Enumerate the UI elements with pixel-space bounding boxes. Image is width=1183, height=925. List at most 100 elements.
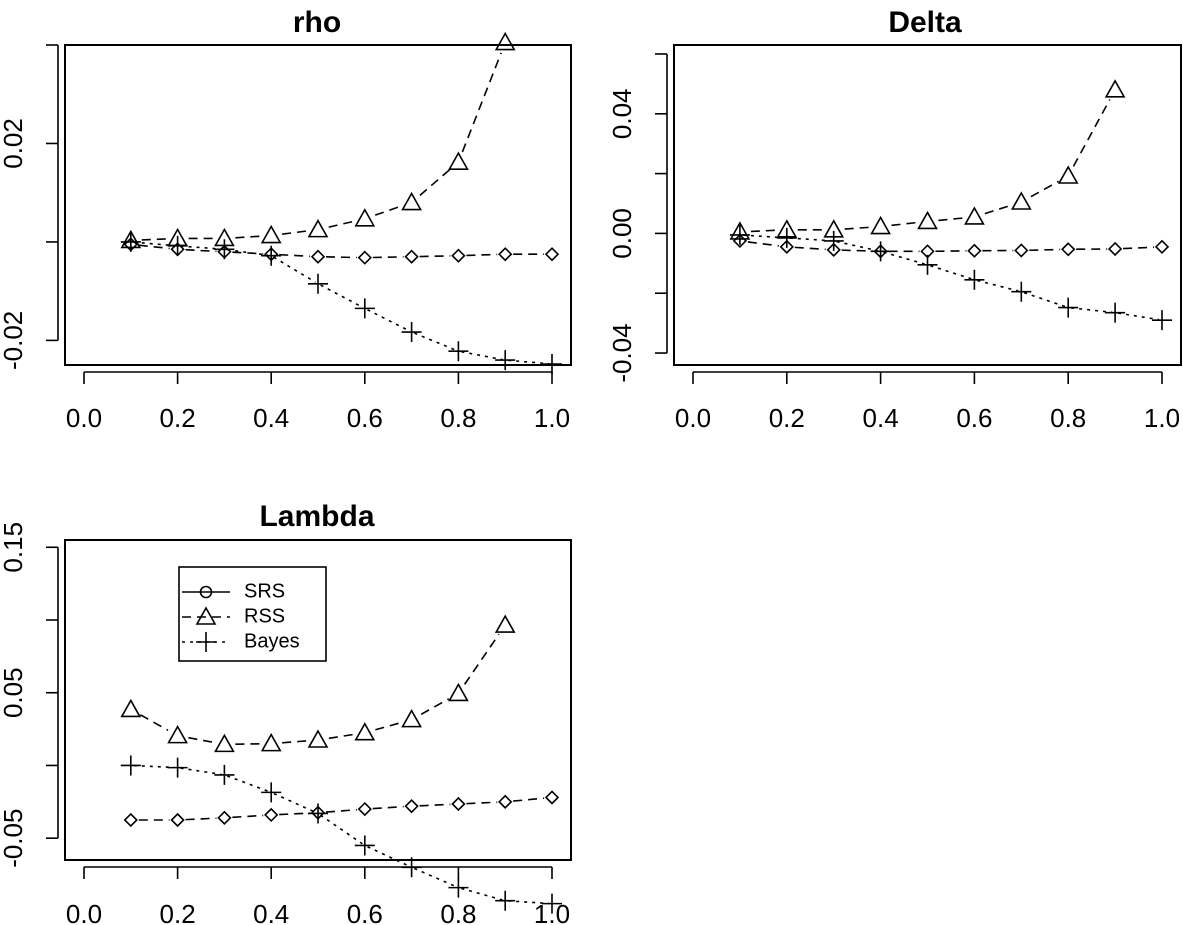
series-line-segment xyxy=(226,775,269,793)
data-point-plus xyxy=(354,298,375,319)
data-point-diamond xyxy=(498,247,513,262)
data-point-plus xyxy=(308,273,328,294)
data-point-diamond xyxy=(498,794,513,809)
data-point-diamond xyxy=(170,812,185,828)
data-point-plus xyxy=(917,254,938,275)
data-point-plus xyxy=(1058,297,1079,318)
data-point-triangle xyxy=(354,722,376,741)
series-line-segment xyxy=(977,279,1019,292)
series-line-segment xyxy=(938,217,964,222)
legend: SRS RSS Bayes xyxy=(178,566,327,662)
data-point-diamond xyxy=(357,250,372,265)
series-line-segment xyxy=(1030,180,1059,198)
data-point-triangle xyxy=(1057,165,1079,184)
data-point-plus xyxy=(196,632,216,652)
data-point-triangle xyxy=(214,733,235,753)
series-line-segment xyxy=(508,359,550,365)
y-tick-label: -0.05 xyxy=(0,809,28,868)
series-line-segment xyxy=(138,244,170,250)
series-line-segment xyxy=(279,253,311,258)
chart-title: Delta xyxy=(888,6,962,39)
series-line-segment xyxy=(794,246,826,251)
series-line-segment xyxy=(325,808,357,813)
series-line-segment xyxy=(375,721,402,731)
data-point-plus xyxy=(495,350,516,371)
series-line-segment xyxy=(461,52,502,153)
series-line-segment xyxy=(141,238,167,241)
data-point-plus xyxy=(167,757,188,778)
series-line-segment xyxy=(984,204,1012,215)
data-point-diamond xyxy=(826,242,841,257)
series-srs xyxy=(123,237,560,265)
series-line-segment xyxy=(235,235,261,239)
y-tick-label: 0.02 xyxy=(0,118,28,169)
series-line-segment xyxy=(466,253,498,257)
data-point-plus xyxy=(1105,302,1126,323)
series-line-segment xyxy=(461,350,503,361)
data-point-plus xyxy=(401,322,422,343)
series-line-segment xyxy=(750,229,776,233)
series-line-segment xyxy=(328,220,355,228)
series-line-segment xyxy=(282,230,308,235)
series-line-segment xyxy=(273,256,316,283)
series-line-segment xyxy=(419,168,451,196)
data-point-diamond xyxy=(967,243,982,258)
data-point-triangle xyxy=(1104,79,1126,98)
data-point-plus xyxy=(214,239,235,260)
data-point-triangle xyxy=(260,224,282,244)
series-line-segment xyxy=(513,797,545,802)
series-line-segment xyxy=(140,714,169,731)
legend-label: SRS xyxy=(244,580,285,602)
data-point-plus xyxy=(401,857,422,878)
data-point-diamond xyxy=(310,249,326,264)
data-point-diamond xyxy=(217,810,232,825)
series-srs xyxy=(123,790,560,828)
y-tick-label: -0.02 xyxy=(0,311,28,370)
chart-title: rho xyxy=(293,6,341,39)
series-bayes xyxy=(729,224,1172,331)
series-rss xyxy=(120,614,516,753)
data-point-diamond xyxy=(1061,242,1076,257)
data-point-diamond xyxy=(404,249,419,264)
data-point-diamond xyxy=(544,790,560,805)
y-tick-label: -0.04 xyxy=(607,323,637,382)
data-point-diamond xyxy=(404,799,419,814)
series-line-segment xyxy=(227,248,269,257)
data-point-plus xyxy=(1011,281,1032,302)
data-point-triangle xyxy=(167,725,188,744)
series-line-segment xyxy=(420,698,450,715)
data-point-triangle xyxy=(307,218,329,238)
data-point-plus xyxy=(729,224,750,245)
data-point-plus xyxy=(120,231,141,252)
series-srs xyxy=(732,233,1170,259)
x-tick-label: 1.0 xyxy=(1144,403,1180,433)
y-tick-label: 0.05 xyxy=(0,667,28,718)
series-line-segment xyxy=(747,241,779,247)
data-point-triangle xyxy=(1010,191,1032,210)
series-line-segment xyxy=(419,255,451,258)
data-point-diamond xyxy=(1014,243,1029,258)
data-point-plus xyxy=(167,235,188,256)
data-point-triangle xyxy=(120,698,142,718)
data-point-triangle xyxy=(260,733,282,752)
x-tick-label: 0.6 xyxy=(347,899,383,925)
series-line-segment xyxy=(188,736,214,744)
data-point-plus xyxy=(964,269,985,290)
data-point-plus xyxy=(448,877,469,898)
y-tick-label: 0.00 xyxy=(607,208,637,259)
plot-frame xyxy=(64,44,572,366)
x-tick-label: 0.2 xyxy=(769,403,805,433)
series-line-segment xyxy=(325,256,357,259)
x-tick-label: 0.4 xyxy=(253,403,289,433)
plot-frame xyxy=(673,44,1182,366)
x-tick-label: 0.6 xyxy=(956,403,992,433)
data-point-diamond xyxy=(1107,241,1123,257)
series-line-segment xyxy=(282,740,308,744)
data-point-triangle xyxy=(195,606,217,625)
data-point-triangle xyxy=(964,206,985,225)
series-line-segment xyxy=(1029,248,1061,252)
chart-title: Lambda xyxy=(259,500,374,533)
data-point-diamond xyxy=(264,807,279,823)
data-point-plus xyxy=(1152,310,1172,331)
